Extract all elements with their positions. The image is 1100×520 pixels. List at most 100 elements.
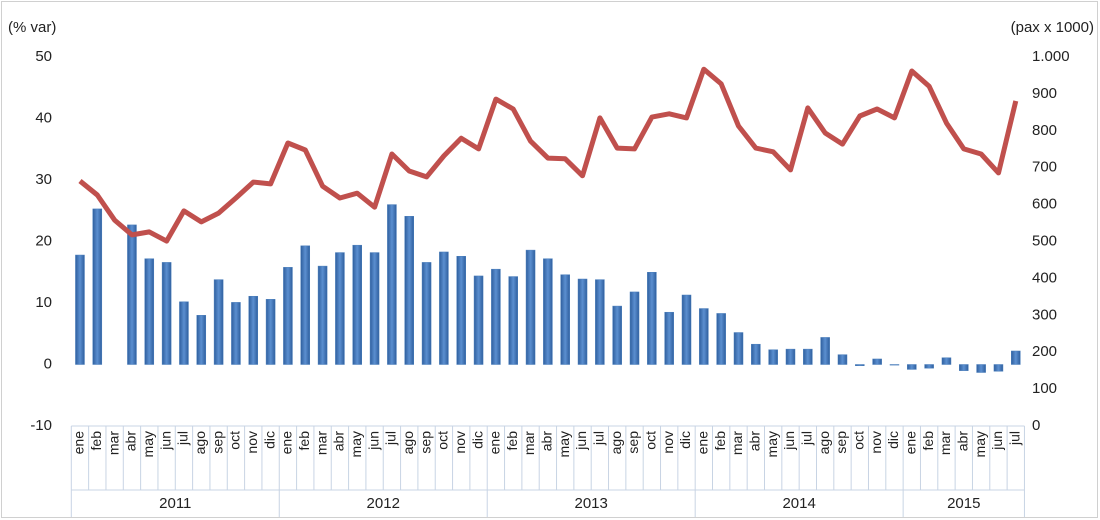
bar (681, 294, 692, 365)
x-tick-label: mar (313, 431, 329, 455)
group-label: 2014 (782, 495, 815, 512)
bar (421, 262, 432, 365)
bar (283, 267, 293, 365)
x-tick-label: sep (625, 431, 641, 454)
y2-tick-label: 700 (1032, 159, 1057, 176)
bar (439, 251, 449, 365)
x-tick-label: dic (469, 431, 485, 449)
bar (352, 244, 362, 365)
x-tick-label: jul (175, 431, 191, 446)
group-label: 2015 (947, 495, 980, 512)
y2-axis-label: (pax x 1000) (1011, 19, 1094, 36)
x-tick-label: nov (452, 431, 468, 454)
bar (369, 252, 380, 365)
y2-tick-label: 800 (1032, 122, 1057, 139)
x-tick-label: may (140, 431, 156, 457)
y2-tick-label: 1.000 (1032, 48, 1070, 65)
bar (75, 254, 85, 365)
bar (335, 252, 345, 365)
bar (161, 262, 172, 365)
x-tick-label: ene (487, 431, 503, 455)
x-tick-label: jun (573, 431, 589, 451)
bar (751, 343, 761, 365)
bar (560, 274, 570, 365)
x-tick-label: ago (400, 431, 416, 455)
x-tick-label: nov (660, 431, 676, 454)
bar (993, 364, 1004, 372)
x-tick-label: ene (279, 431, 295, 455)
x-tick-label: nov (244, 431, 260, 454)
y2-tick-label: 0 (1032, 417, 1040, 434)
x-tick-label: oct (227, 431, 243, 450)
bar (889, 364, 900, 366)
x-tick-label: ene (71, 431, 87, 455)
y2-tick-label: 600 (1032, 196, 1057, 213)
x-tick-label: jun (157, 431, 173, 451)
bar (525, 249, 536, 365)
y-tick-label: 50 (35, 48, 52, 65)
bar (959, 364, 969, 371)
x-tick-label: jul (1006, 431, 1022, 446)
x-tick-label: ago (816, 431, 832, 455)
y2-tick-label: 300 (1032, 306, 1057, 323)
x-tick-label: jun (989, 431, 1005, 451)
y-axis-label: (% var) (8, 19, 56, 36)
y2-tick-label: 500 (1032, 232, 1057, 249)
bar (664, 311, 674, 365)
bar (924, 364, 934, 369)
bar (577, 278, 588, 365)
bar (248, 295, 259, 365)
bar (820, 337, 830, 365)
bar (387, 204, 397, 365)
x-tick-label: abr (331, 431, 347, 452)
y2-tick-label: 100 (1032, 380, 1057, 397)
x-tick-label: mar (521, 431, 537, 455)
x-tick-label: abr (747, 431, 763, 452)
bar (837, 354, 848, 365)
x-tick-label: feb (88, 431, 104, 451)
bar (872, 358, 882, 365)
x-tick-label: ago (608, 431, 624, 455)
x-tick-label: jul (591, 431, 607, 446)
y-tick-label: 30 (35, 171, 52, 188)
group-label: 2012 (367, 495, 400, 512)
x-tick-label: dic (261, 431, 277, 449)
bar (699, 308, 709, 365)
x-tick-label: sep (833, 431, 849, 454)
bar (733, 332, 744, 365)
y2-tick-label: 900 (1032, 85, 1057, 102)
bar (317, 265, 328, 365)
y-tick-label: -10 (30, 417, 52, 434)
x-tick-label: dic (677, 431, 693, 449)
bar (491, 268, 501, 365)
x-tick-label: ene (903, 431, 919, 455)
x-tick-label: sep (417, 431, 433, 454)
line (78, 66, 1019, 244)
y2-tick-label: 400 (1032, 269, 1057, 286)
x-tick-label: may (556, 431, 572, 457)
bar (196, 315, 207, 365)
bar (768, 349, 778, 365)
y-tick-label: 10 (35, 294, 52, 311)
bar (612, 305, 622, 365)
bar (456, 256, 466, 365)
x-tick-label: feb (712, 431, 728, 451)
bar (855, 364, 865, 366)
bar (231, 302, 241, 365)
group-label: 2011 (159, 495, 191, 512)
x-tick-label: oct (435, 431, 451, 450)
bar (473, 275, 484, 365)
x-tick-label: abr (954, 431, 970, 452)
bar (785, 348, 796, 365)
y-tick-label: 20 (35, 232, 52, 249)
x-tick-label: sep (209, 431, 225, 454)
x-tick-label: abr (123, 431, 139, 452)
x-tick-label: mar (937, 431, 953, 455)
bar (213, 279, 224, 365)
x-tick-label: abr (539, 431, 555, 452)
x-tick-label: jul (383, 431, 399, 446)
x-tick-label: oct (643, 431, 659, 450)
x-tick-label: jul (799, 431, 815, 446)
